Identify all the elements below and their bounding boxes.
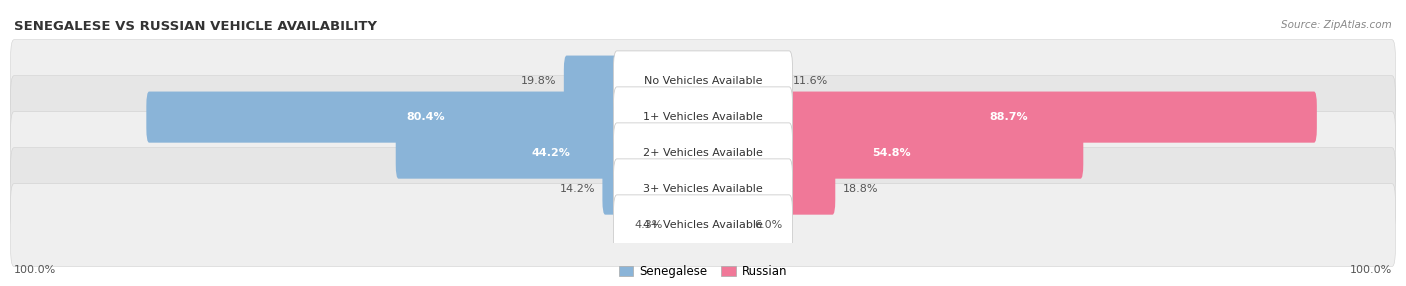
- FancyBboxPatch shape: [564, 55, 706, 107]
- FancyBboxPatch shape: [700, 55, 786, 107]
- Text: 54.8%: 54.8%: [873, 148, 911, 158]
- Text: 2+ Vehicles Available: 2+ Vehicles Available: [643, 148, 763, 158]
- FancyBboxPatch shape: [700, 200, 747, 251]
- FancyBboxPatch shape: [11, 112, 1395, 194]
- Text: 88.7%: 88.7%: [990, 112, 1028, 122]
- Text: Source: ZipAtlas.com: Source: ZipAtlas.com: [1281, 20, 1392, 30]
- Text: 100.0%: 100.0%: [1350, 265, 1392, 275]
- Text: 11.6%: 11.6%: [793, 76, 828, 86]
- FancyBboxPatch shape: [11, 184, 1395, 267]
- Text: 100.0%: 100.0%: [14, 265, 56, 275]
- Text: 1+ Vehicles Available: 1+ Vehicles Available: [643, 112, 763, 122]
- Text: 80.4%: 80.4%: [406, 112, 446, 122]
- Text: 44.2%: 44.2%: [531, 148, 571, 158]
- Text: 4+ Vehicles Available: 4+ Vehicles Available: [643, 220, 763, 230]
- Text: 14.2%: 14.2%: [560, 184, 595, 194]
- FancyBboxPatch shape: [602, 164, 706, 215]
- Text: 3+ Vehicles Available: 3+ Vehicles Available: [643, 184, 763, 194]
- FancyBboxPatch shape: [11, 148, 1395, 231]
- Legend: Senegalese, Russian: Senegalese, Russian: [614, 261, 792, 283]
- FancyBboxPatch shape: [700, 92, 1317, 143]
- FancyBboxPatch shape: [671, 200, 706, 251]
- FancyBboxPatch shape: [613, 87, 793, 147]
- FancyBboxPatch shape: [146, 92, 706, 143]
- Text: 4.3%: 4.3%: [634, 220, 664, 230]
- Text: No Vehicles Available: No Vehicles Available: [644, 76, 762, 86]
- FancyBboxPatch shape: [613, 195, 793, 255]
- Text: SENEGALESE VS RUSSIAN VEHICLE AVAILABILITY: SENEGALESE VS RUSSIAN VEHICLE AVAILABILI…: [14, 20, 377, 33]
- Text: 6.0%: 6.0%: [755, 220, 783, 230]
- FancyBboxPatch shape: [700, 164, 835, 215]
- FancyBboxPatch shape: [613, 123, 793, 183]
- FancyBboxPatch shape: [700, 128, 1083, 179]
- Text: 18.8%: 18.8%: [842, 184, 879, 194]
- FancyBboxPatch shape: [613, 159, 793, 219]
- Text: 19.8%: 19.8%: [520, 76, 557, 86]
- FancyBboxPatch shape: [395, 128, 706, 179]
- FancyBboxPatch shape: [11, 76, 1395, 158]
- FancyBboxPatch shape: [613, 51, 793, 111]
- FancyBboxPatch shape: [11, 40, 1395, 122]
